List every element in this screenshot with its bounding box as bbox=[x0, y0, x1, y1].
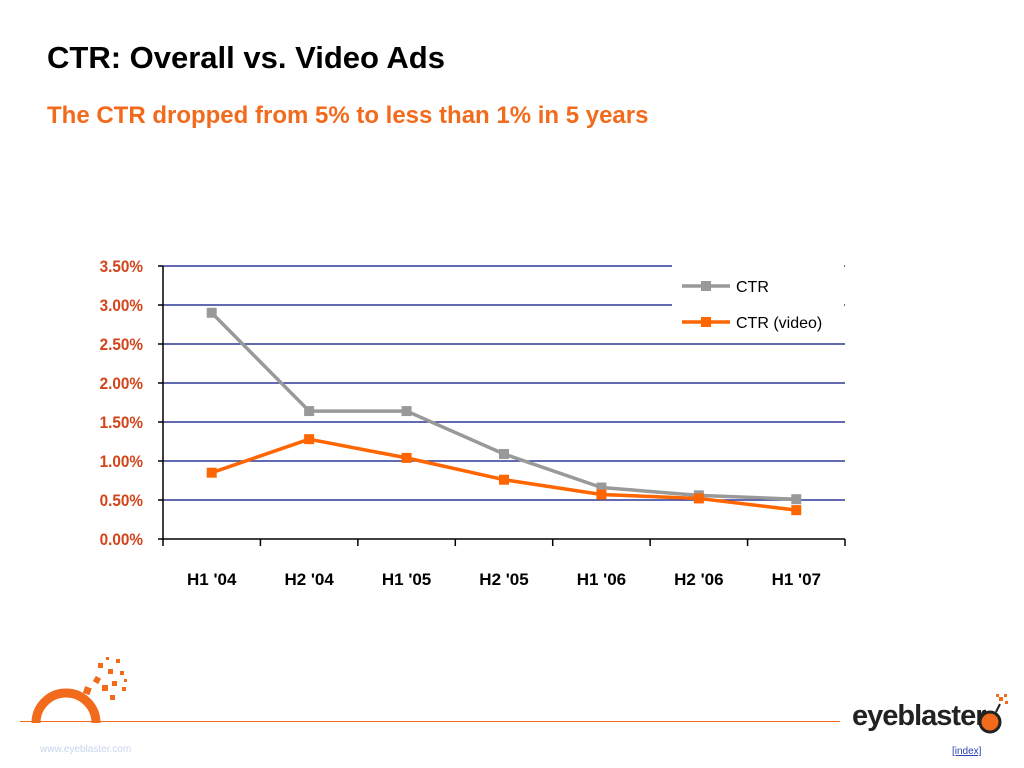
footer-divider bbox=[20, 721, 840, 722]
series-0-point bbox=[791, 494, 802, 505]
page-subtitle: The CTR dropped from 5% to less than 1% … bbox=[47, 102, 649, 129]
x-tick-label: H1 '05 bbox=[382, 570, 431, 589]
series-1-point bbox=[499, 474, 509, 485]
series-0-point bbox=[304, 406, 315, 417]
y-tick-label: 3.50% bbox=[100, 257, 143, 276]
y-tick-label: 0.50% bbox=[100, 491, 143, 510]
series-0-point bbox=[206, 307, 217, 318]
series-layer bbox=[206, 307, 802, 516]
y-tick-label: 0.00% bbox=[100, 530, 143, 549]
x-tick-label: H2 '06 bbox=[674, 570, 723, 589]
legend-label: CTR bbox=[736, 279, 769, 296]
x-tick-label: H1 '04 bbox=[187, 570, 237, 589]
x-tick-label: H2 '04 bbox=[284, 570, 334, 589]
series-1-point bbox=[401, 452, 412, 463]
series-0-point bbox=[499, 448, 509, 459]
eyeblaster-wordmark: eyeblaster bbox=[852, 700, 986, 732]
y-tick-label: 3.00% bbox=[100, 296, 143, 315]
x-tick-label: H1 '06 bbox=[577, 570, 626, 589]
legend-swatch-marker bbox=[701, 281, 711, 291]
series-1-point bbox=[693, 493, 704, 504]
page-title: CTR: Overall vs. Video Ads bbox=[47, 40, 445, 75]
axis-layer: 0.00% 0.50% 1.00% 1.50% 2.00% 2.50% 3.00% 3.50%… bbox=[100, 257, 846, 589]
series-line-0 bbox=[210, 311, 797, 501]
index-link[interactable]: [index] bbox=[952, 746, 982, 757]
eyeblaster-burst-logo bbox=[31, 657, 127, 724]
series-0-point bbox=[401, 406, 412, 417]
series-1-point bbox=[596, 489, 607, 500]
series-1-point bbox=[791, 505, 802, 516]
y-tick-label: 1.50% bbox=[100, 413, 143, 432]
y-tick-label: 2.00% bbox=[100, 374, 143, 393]
brand-bomb-icon bbox=[978, 694, 1008, 734]
series-1-point bbox=[206, 467, 217, 478]
x-tick-label: H1 '07 bbox=[772, 570, 821, 589]
series-0-point bbox=[596, 482, 607, 493]
series-1-point bbox=[304, 434, 315, 445]
legend-layer: CTR CTR (video) bbox=[672, 262, 844, 340]
footer-url[interactable]: www.eyeblaster.com bbox=[40, 744, 132, 755]
x-tick-label: H2 '05 bbox=[479, 570, 528, 589]
y-tick-label: 1.00% bbox=[100, 452, 143, 471]
legend-swatch-marker bbox=[701, 317, 711, 327]
legend-box bbox=[672, 262, 844, 340]
legend-label: CTR (video) bbox=[736, 315, 822, 332]
y-tick-label: 2.50% bbox=[100, 335, 143, 354]
